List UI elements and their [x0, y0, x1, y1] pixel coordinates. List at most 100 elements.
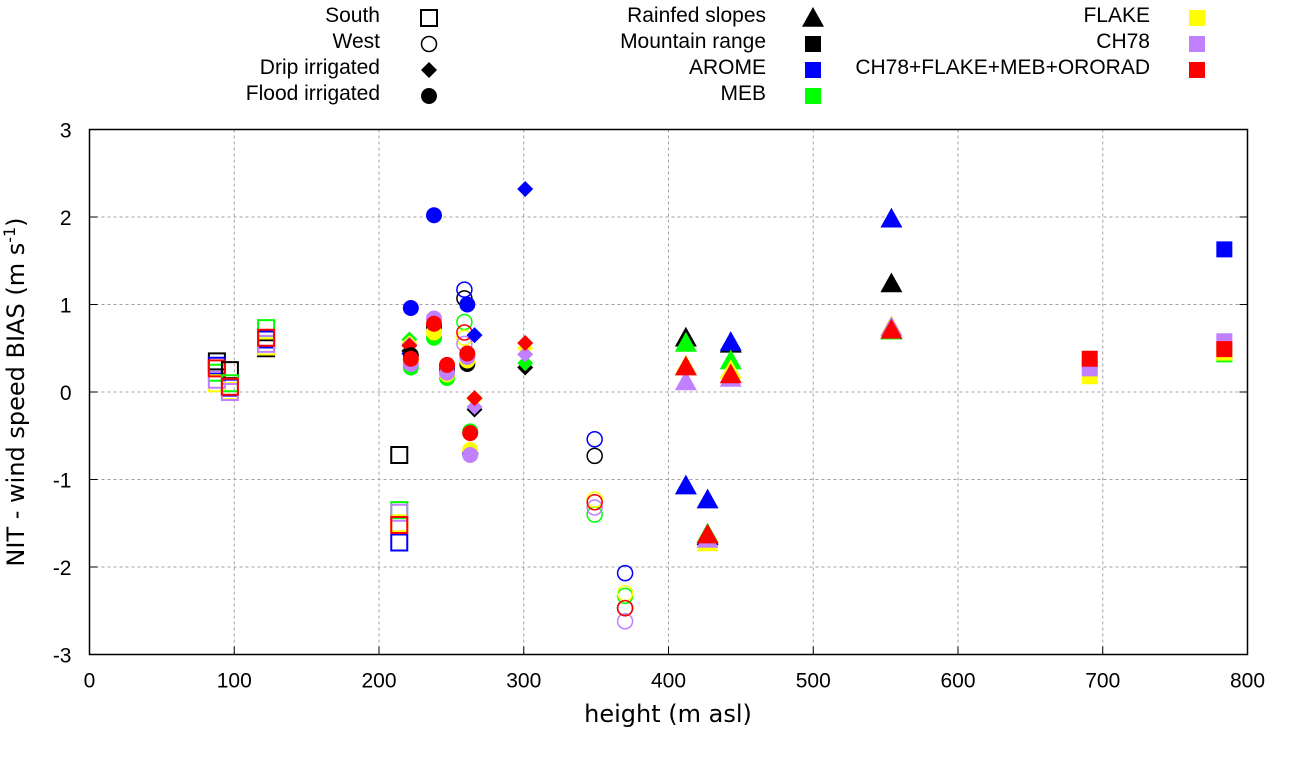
- legend-color-swatch-icon: [805, 62, 821, 78]
- legend-label: CH78+FLAKE+MEB+ORORAD: [855, 56, 1150, 79]
- legend-item: Rainfed slopes: [627, 4, 824, 27]
- data-point-mountain-range-ch78-flake-meb-ororad: [1216, 341, 1233, 358]
- data-point-flood-irrigated-ch78: [462, 447, 479, 463]
- y-axis-label: NIT - wind speed BIAS (m s-1): [0, 217, 30, 566]
- x-tick-label: 700: [1085, 670, 1120, 693]
- data-point-flood-irrigated-ch78-flake-meb-ororad: [462, 425, 479, 442]
- data-point-flood-irrigated-ch78-flake-meb-ororad: [426, 315, 443, 332]
- legend-item: FLAKE: [1083, 4, 1205, 27]
- data-point-flood-irrigated-arome: [426, 207, 443, 224]
- data-point-mountain-range-ch78-flake-meb-ororad: [1081, 350, 1098, 367]
- y-tick-label: 3: [60, 120, 72, 143]
- legend-item: CH78+FLAKE+MEB+ORORAD: [855, 56, 1205, 79]
- data-point-drip-irrigated-meb: [517, 355, 534, 372]
- legend-item: South: [325, 4, 438, 27]
- data-point-rainfed-slopes-ch78: [674, 370, 697, 391]
- x-tick-label: 600: [940, 670, 975, 693]
- data-point-flood-irrigated-ch78-flake-meb-ororad: [439, 356, 456, 373]
- y-axis-label-main: NIT - wind speed BIAS (m s: [2, 243, 30, 567]
- data-point-west-arome: [586, 431, 603, 448]
- legend-color-swatch-icon: [1189, 36, 1205, 52]
- data-point-flood-irrigated-arome: [402, 300, 419, 316]
- legend-item: MEB: [720, 82, 821, 105]
- data-point-west-arome: [456, 281, 473, 298]
- data-point-west-ch78-flake-meb-ororad: [616, 599, 634, 617]
- y-tick-label: -2: [53, 557, 72, 580]
- data-point-flood-irrigated-ch78-flake-meb-ororad: [459, 345, 476, 362]
- legend-label: West: [333, 30, 381, 53]
- legend-label: Flood irrigated: [246, 82, 380, 105]
- data-point-west-ch78: [586, 499, 603, 516]
- axis-ticks: 0 100 200 300 400 500 600 700 800 -3 -2 -1 0 1 2 3: [53, 120, 1265, 693]
- data-point-mountain-range-arome: [1216, 241, 1233, 258]
- y-tick-label: 1: [60, 295, 72, 318]
- legend-marker-triangle-icon: [802, 7, 824, 27]
- legend-marker-square-open-icon: [420, 9, 438, 27]
- legend-item: Flood irrigated: [246, 82, 437, 105]
- data-point-west-arome: [616, 564, 634, 582]
- legend: South West Drip irrigated Flood irrigated Ra…: [246, 4, 1205, 105]
- data-point-south-ch78-flake-meb-ororad: [220, 377, 239, 396]
- data-point-west-ch78: [616, 613, 634, 630]
- data-point-south-arome: [390, 533, 409, 552]
- legend-marker-circle-icon: [421, 88, 437, 104]
- legend-label: Rainfed slopes: [627, 4, 766, 27]
- x-tick-label: 100: [217, 670, 252, 693]
- y-axis-label-end: ): [2, 217, 30, 226]
- data-point-flood-irrigated-arome: [459, 296, 476, 313]
- legend-color-swatch-icon: [1189, 62, 1205, 78]
- data-point-rainfed-slopes-ch78-flake-meb-ororad: [696, 523, 719, 544]
- data-point-rainfed-slopes-arome: [696, 488, 719, 509]
- data-point-rainfed-slopes-arome: [674, 474, 697, 495]
- legend-label: MEB: [720, 82, 766, 105]
- legend-label: Mountain range: [620, 30, 766, 53]
- legend-item: AROME: [689, 56, 821, 79]
- x-tick-label: 300: [506, 670, 541, 693]
- data-point-drip-irrigated-ch78-flake-meb-ororad: [466, 390, 483, 407]
- x-tick-label: 400: [651, 670, 686, 693]
- data-point-west-reference: [586, 447, 603, 465]
- y-axis-label-sup: -1: [0, 227, 19, 243]
- data-point-south-ch78-flake-meb-ororad: [257, 328, 276, 347]
- data-point-drip-irrigated-arome: [466, 327, 483, 344]
- grid: [89, 129, 1248, 655]
- data-point-south-ch78-flake-meb-ororad: [207, 359, 226, 378]
- data-point-rainfed-slopes-ch78-flake-meb-ororad: [674, 355, 697, 376]
- x-tick-label: 800: [1230, 670, 1265, 693]
- legend-item: West: [333, 30, 438, 53]
- data-points: [207, 181, 1233, 630]
- data-point-rainfed-slopes-arome: [880, 207, 903, 228]
- y-tick-label: -1: [53, 470, 72, 493]
- data-point-south-reference: [390, 446, 409, 464]
- data-point-drip-irrigated-ch78: [517, 346, 534, 363]
- legend-marker-circle-open-icon: [420, 35, 438, 53]
- x-tick-label: 200: [361, 670, 396, 693]
- legend-marker-diamond-icon: [421, 62, 437, 78]
- data-point-south-meb: [257, 319, 276, 338]
- x-axis-label: height (m asl): [584, 700, 752, 728]
- x-tick-label: 0: [84, 670, 96, 693]
- x-tick-label: 500: [796, 670, 831, 693]
- legend-label: South: [325, 4, 380, 27]
- legend-item: Mountain range: [620, 30, 821, 53]
- legend-color-swatch-icon: [805, 88, 821, 104]
- data-point-rainfed-slopes-ch78-flake-meb-ororad: [719, 363, 742, 384]
- legend-marker-square-icon: [805, 36, 821, 52]
- data-point-rainfed-slopes-arome: [719, 331, 742, 351]
- legend-label: FLAKE: [1083, 4, 1150, 27]
- data-point-rainfed-slopes-reference: [880, 272, 903, 293]
- data-point-west-ch78-flake-meb-ororad: [586, 494, 603, 511]
- legend-label: AROME: [689, 56, 766, 79]
- legend-item: Drip irrigated: [260, 56, 437, 79]
- data-point-flood-irrigated-ch78-flake-meb-ororad: [402, 350, 419, 367]
- y-tick-label: 0: [60, 382, 72, 405]
- data-point-rainfed-slopes-meb: [674, 332, 697, 352]
- data-point-drip-irrigated-ch78: [466, 398, 483, 415]
- data-point-drip-irrigated-arome: [517, 181, 534, 197]
- legend-label: Drip irrigated: [260, 56, 380, 79]
- legend-label: CH78: [1096, 30, 1150, 53]
- y-tick-label: 2: [60, 207, 72, 230]
- data-point-south-ch78: [390, 503, 409, 522]
- data-point-south-ch78-flake-meb-ororad: [390, 516, 409, 534]
